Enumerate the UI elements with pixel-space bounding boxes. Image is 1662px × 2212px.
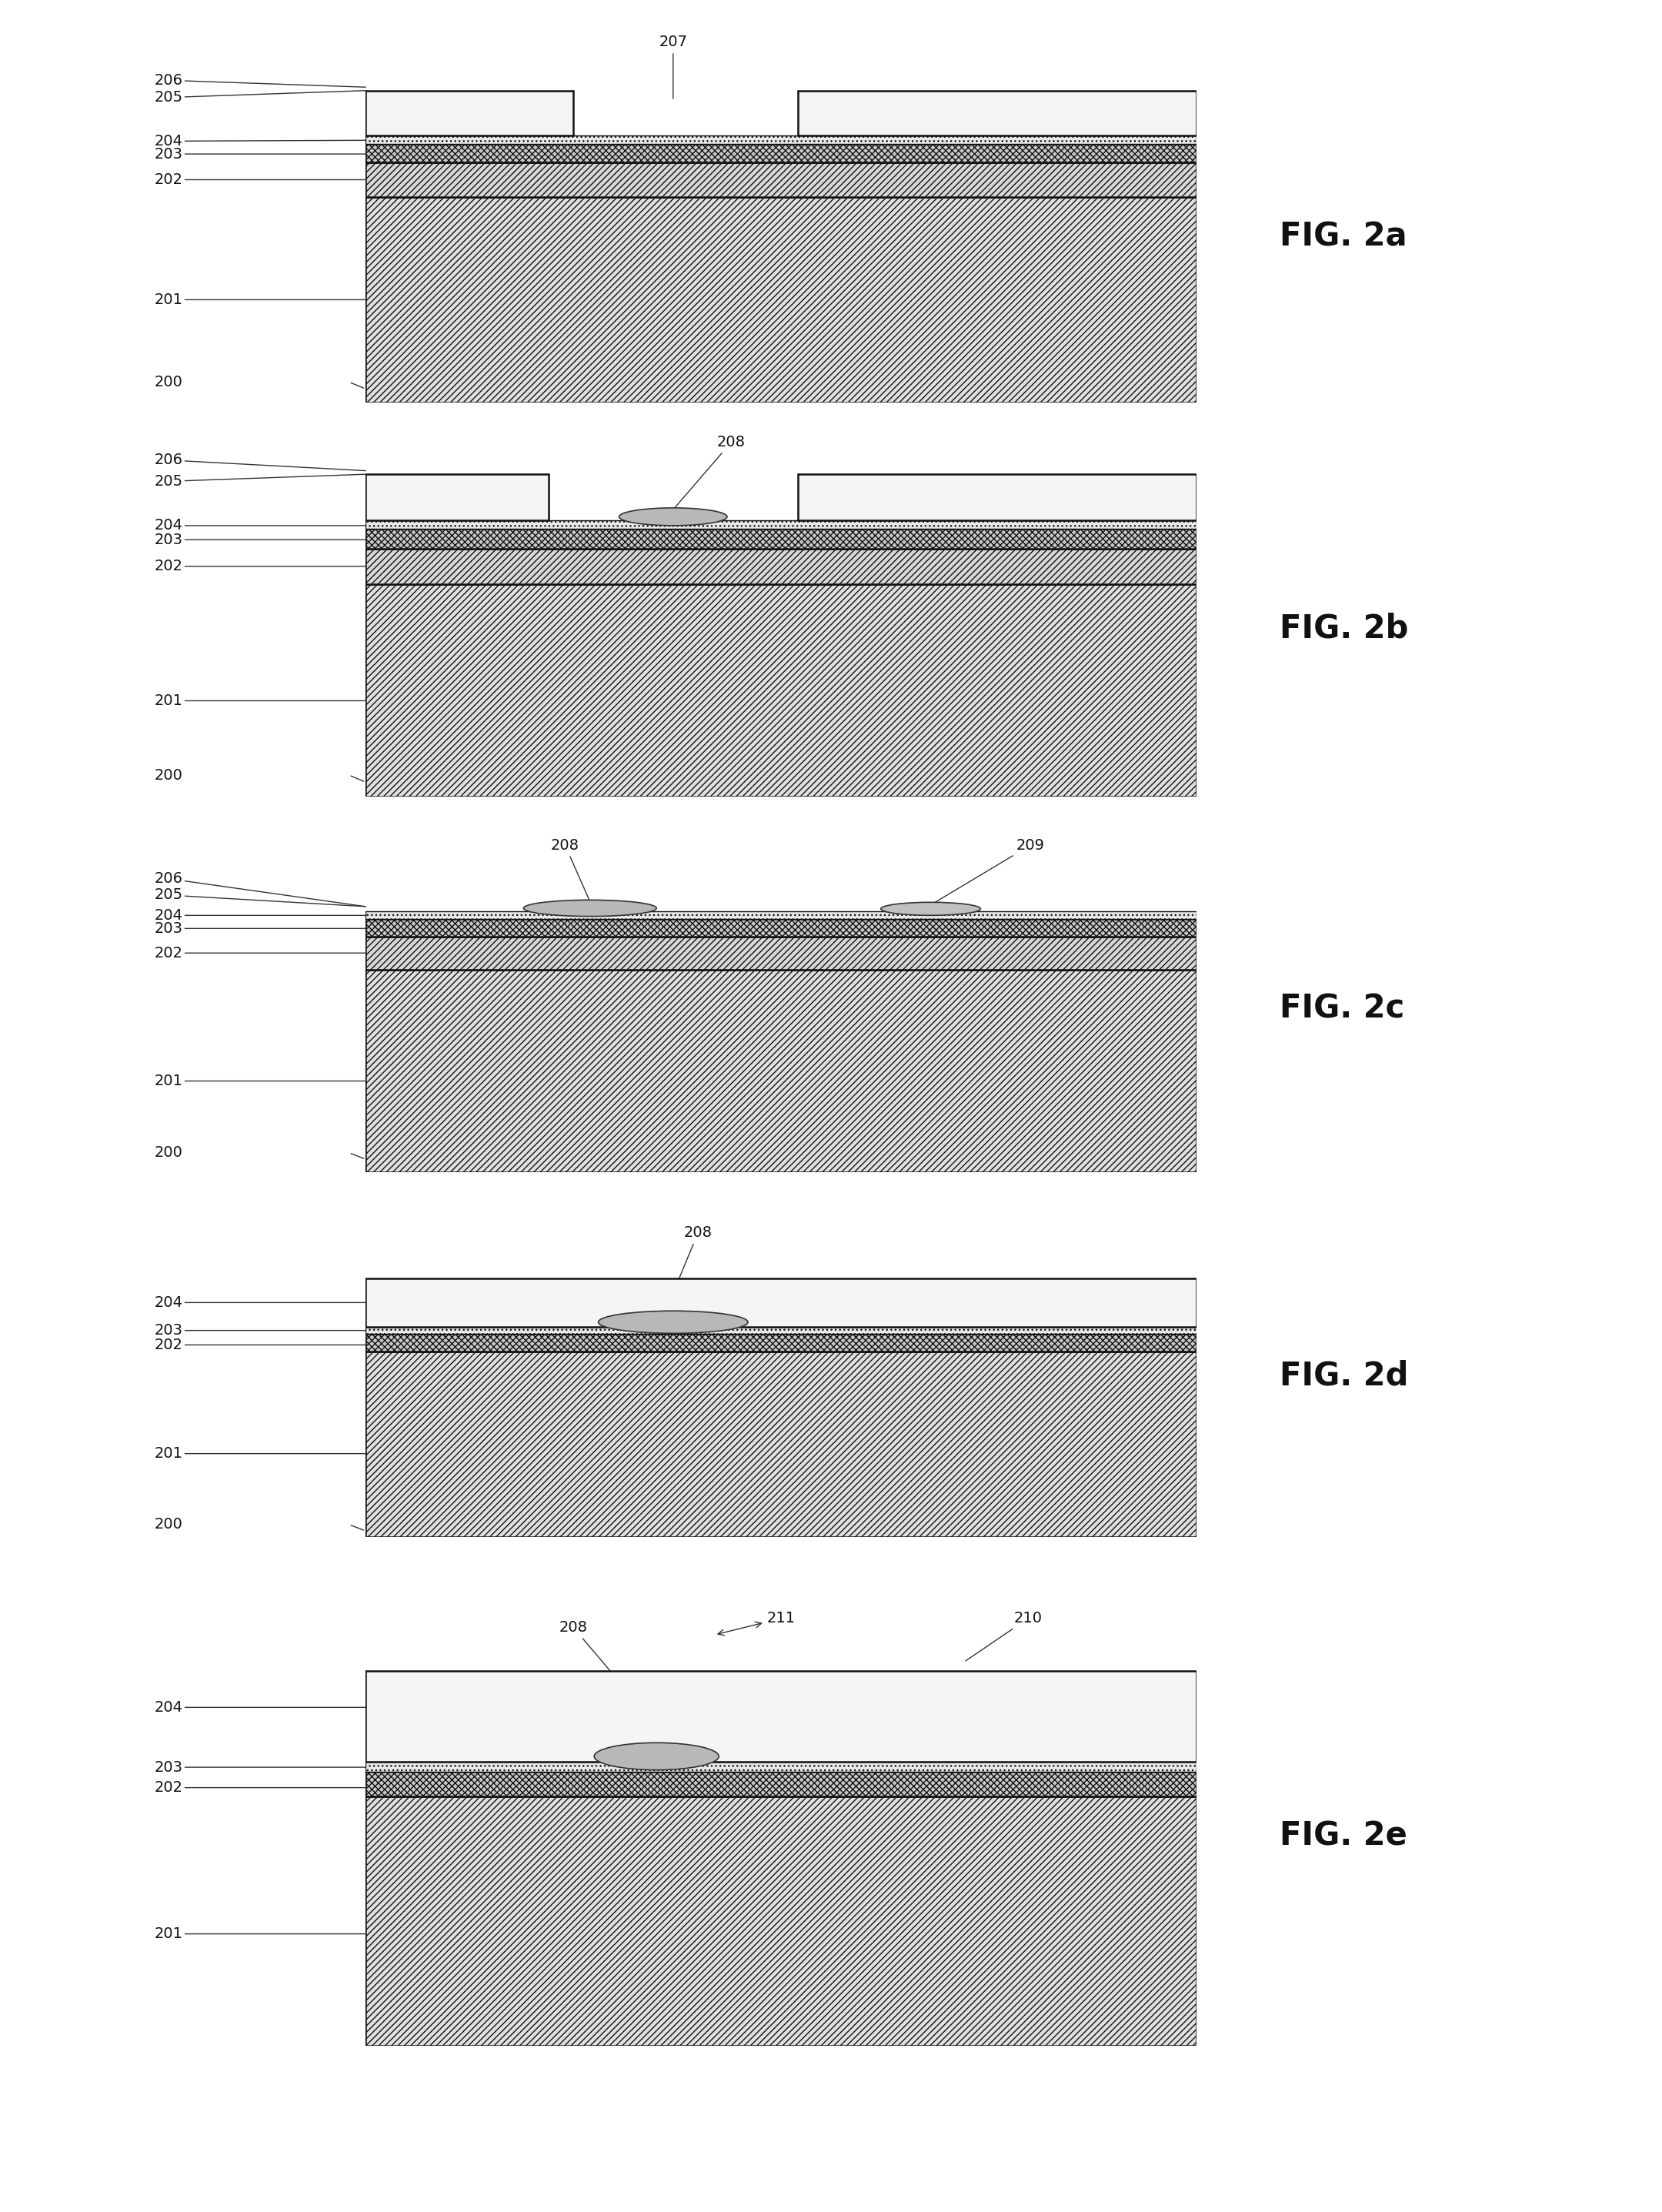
Text: 209: 209 xyxy=(932,838,1045,905)
Bar xyxy=(798,473,1197,520)
Text: 205: 205 xyxy=(155,887,366,907)
Text: 201: 201 xyxy=(155,1927,366,1942)
Text: 203: 203 xyxy=(155,533,366,546)
Bar xyxy=(366,1334,1197,1352)
Text: FIG. 2c: FIG. 2c xyxy=(1280,993,1404,1024)
Text: 200: 200 xyxy=(155,1517,183,1533)
Bar xyxy=(366,473,548,520)
Ellipse shape xyxy=(881,902,981,916)
Text: 204: 204 xyxy=(155,909,366,922)
Text: FIG. 2a: FIG. 2a xyxy=(1280,221,1408,252)
Text: 206: 206 xyxy=(155,73,366,88)
Text: 200: 200 xyxy=(155,768,183,783)
Text: 202: 202 xyxy=(155,173,366,188)
Text: 206: 206 xyxy=(155,872,366,907)
Bar xyxy=(366,911,1197,918)
Bar xyxy=(366,520,1197,529)
Ellipse shape xyxy=(524,900,656,916)
Text: 202: 202 xyxy=(155,1781,366,1794)
Text: 203: 203 xyxy=(155,1323,366,1338)
Text: 208: 208 xyxy=(675,436,746,509)
Text: 203: 203 xyxy=(155,1761,366,1774)
Text: 202: 202 xyxy=(155,1338,366,1352)
Text: 201: 201 xyxy=(155,1073,366,1088)
Bar xyxy=(366,1670,1197,1761)
Text: 208: 208 xyxy=(673,1225,713,1292)
Text: 204: 204 xyxy=(155,1701,366,1714)
Text: 207: 207 xyxy=(658,35,688,100)
Text: 202: 202 xyxy=(155,560,366,573)
Text: 205: 205 xyxy=(155,91,366,104)
Bar xyxy=(366,936,1197,969)
Bar xyxy=(366,135,1197,144)
Bar xyxy=(366,584,1197,796)
Text: FIG. 2b: FIG. 2b xyxy=(1280,613,1409,644)
Text: 200: 200 xyxy=(155,1146,183,1159)
Text: 203: 203 xyxy=(155,920,366,936)
Text: 202: 202 xyxy=(155,947,366,960)
Bar xyxy=(366,144,1197,164)
Text: 200: 200 xyxy=(155,374,183,389)
Ellipse shape xyxy=(595,1743,720,1770)
Text: FIG. 2e: FIG. 2e xyxy=(1280,1820,1408,1851)
Bar xyxy=(366,529,1197,549)
Bar xyxy=(366,1352,1197,1537)
Ellipse shape xyxy=(618,509,728,526)
Text: 210: 210 xyxy=(966,1610,1042,1661)
Bar xyxy=(366,1279,1197,1327)
Text: 205: 205 xyxy=(155,473,366,489)
Text: 211: 211 xyxy=(718,1610,796,1635)
Text: 201: 201 xyxy=(155,692,366,708)
Text: 203: 203 xyxy=(155,146,366,161)
Bar xyxy=(366,1327,1197,1334)
Bar xyxy=(366,1772,1197,1796)
Ellipse shape xyxy=(598,1312,748,1334)
Text: 201: 201 xyxy=(155,292,366,307)
Text: 204: 204 xyxy=(155,1296,366,1310)
Bar xyxy=(366,164,1197,197)
Bar xyxy=(366,91,573,135)
Text: 208: 208 xyxy=(550,838,588,900)
Bar xyxy=(798,91,1197,135)
Text: 208: 208 xyxy=(558,1619,655,1723)
Text: 201: 201 xyxy=(155,1447,366,1460)
Text: 204: 204 xyxy=(155,133,366,148)
Text: 206: 206 xyxy=(155,453,366,471)
Bar xyxy=(366,969,1197,1172)
Bar xyxy=(366,549,1197,584)
Text: 204: 204 xyxy=(155,518,366,533)
Bar xyxy=(366,1761,1197,1772)
Text: FIG. 2d: FIG. 2d xyxy=(1280,1360,1409,1391)
Bar xyxy=(366,197,1197,403)
Bar xyxy=(366,1796,1197,2046)
Bar xyxy=(366,918,1197,936)
